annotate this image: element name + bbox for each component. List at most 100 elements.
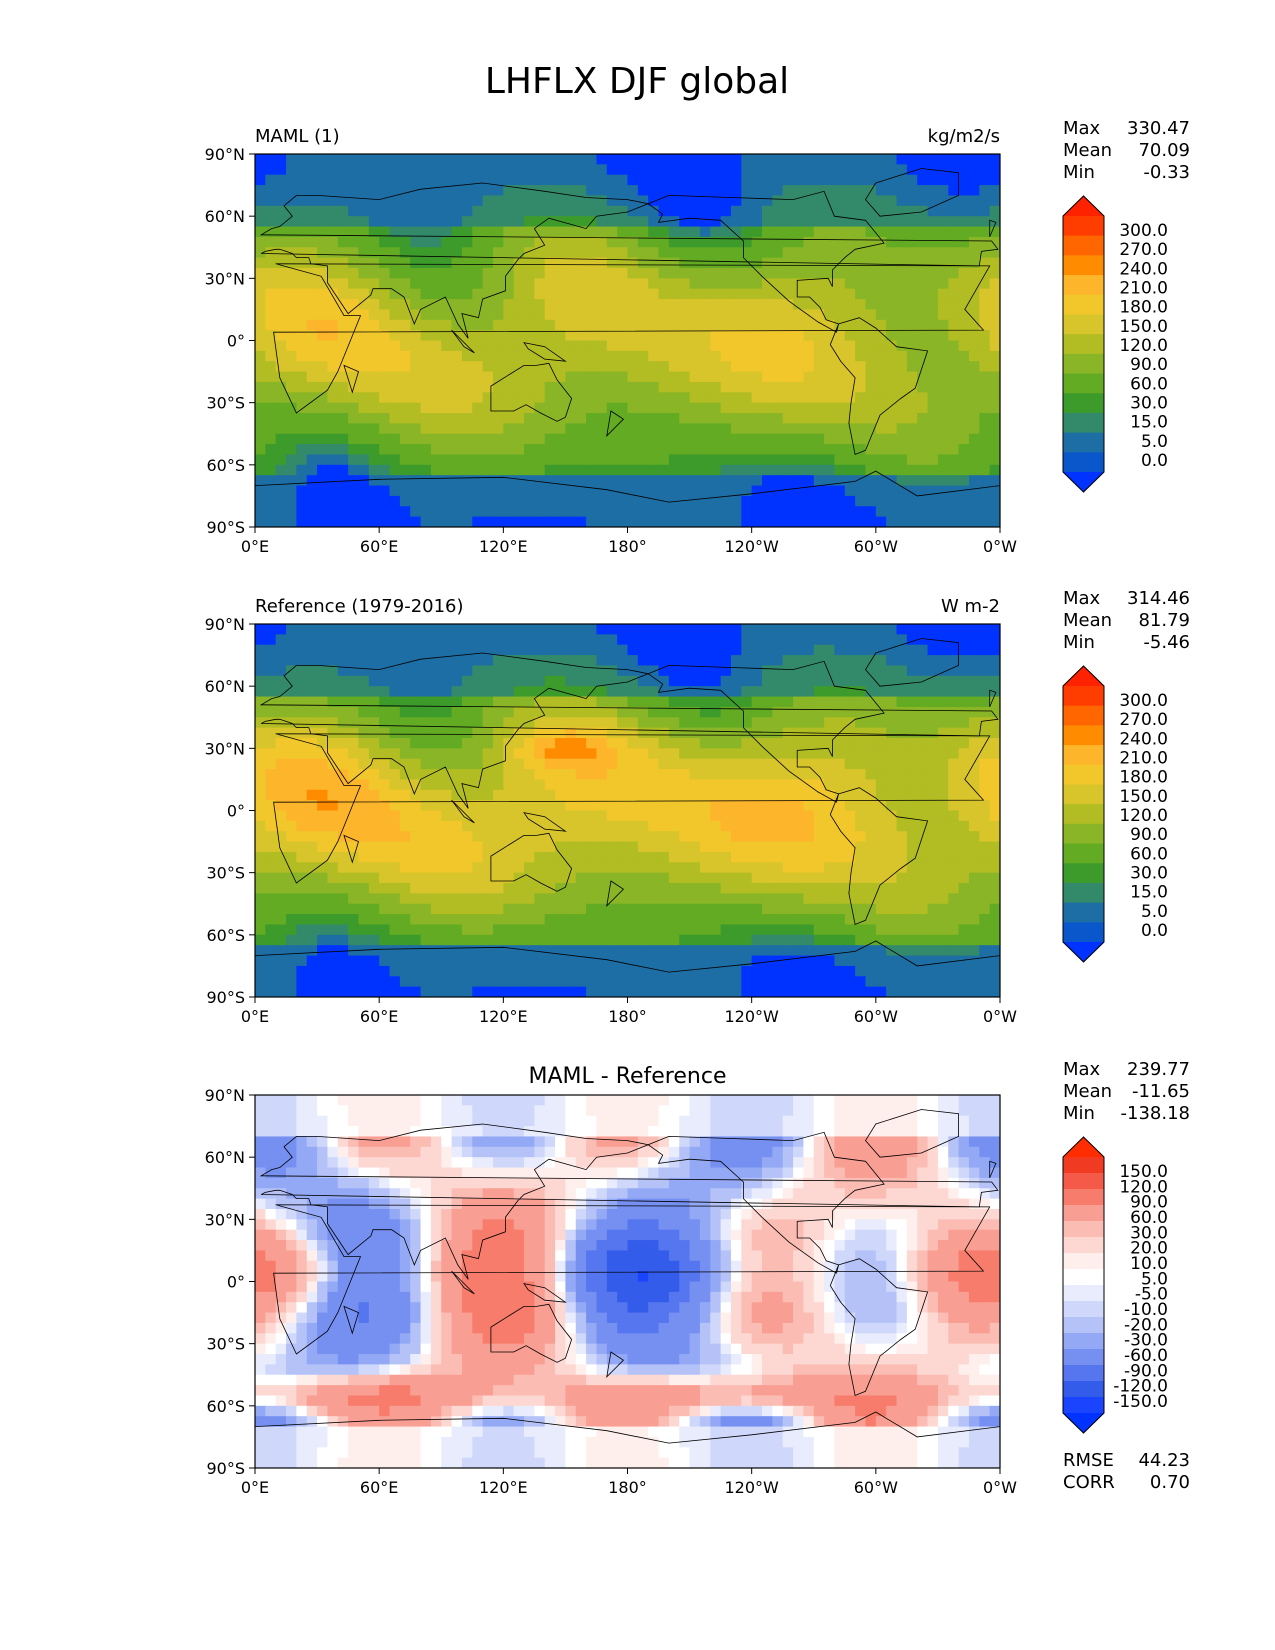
lat-tick-label: 30°N [205, 269, 245, 288]
figure-title: LHFLX DJF global [485, 61, 789, 102]
stat-value-rmse: 44.23 [1138, 1450, 1190, 1471]
colorbar-level-label: 120.0 [1119, 1177, 1168, 1197]
colorbar-segment [1063, 922, 1104, 943]
colorbar-level-label: 60.0 [1130, 1208, 1168, 1228]
colorbar-segment [1063, 902, 1104, 923]
colorbar-level-label: 15.0 [1130, 413, 1168, 433]
colorbar-segment [1063, 1253, 1104, 1270]
colorbar-segment [1063, 686, 1104, 707]
colorbar-segment [1063, 1317, 1104, 1334]
colorbar-extend-bottom [1063, 1413, 1104, 1433]
lat-tick-label: 90°N [205, 145, 245, 164]
lat-tick-label: 60°N [205, 207, 245, 226]
colorbar-level-label: 240.0 [1119, 259, 1168, 279]
colorbar-segment [1063, 1221, 1104, 1238]
lat-tick-label: 30°N [205, 739, 245, 758]
lat-tick-label: 30°S [206, 864, 245, 883]
colorbar-level-label: 120.0 [1119, 806, 1168, 826]
colorbar-segment [1063, 432, 1104, 453]
lon-tick-label: 0°E [241, 1007, 269, 1026]
lon-tick-label: 120°W [724, 1478, 779, 1497]
colorbar-level-label: 90.0 [1130, 355, 1168, 375]
lon-tick-label: 120°E [479, 1478, 528, 1497]
stat-label-rmse: RMSE [1063, 1450, 1114, 1471]
panel-title: MAML - Reference [529, 1064, 727, 1089]
colorbar-level-label: -5.0 [1135, 1285, 1168, 1305]
colorbar-segment [1063, 334, 1104, 355]
colorbar-segment [1063, 1349, 1104, 1366]
panel-units-label: kg/m2/s [928, 126, 1000, 147]
colorbar-level-label: 150.0 [1119, 317, 1168, 337]
colorbar-level-label: 5.0 [1141, 902, 1168, 922]
lon-tick-label: 0°W [983, 537, 1017, 556]
stat-value-max: 239.77 [1127, 1059, 1190, 1080]
colorbar-level-label: 150.0 [1119, 787, 1168, 807]
stat-value-mean: -11.65 [1132, 1081, 1190, 1102]
lon-tick-label: 0°W [983, 1478, 1017, 1497]
lat-tick-label: 0° [227, 332, 245, 351]
colorbar-segment [1063, 353, 1104, 375]
colorbar-outline [1062, 665, 1105, 963]
colorbar-outline [1062, 1136, 1105, 1434]
lon-tick-label: 60°E [360, 1478, 398, 1497]
stat-label-min: Min [1063, 1103, 1095, 1124]
stat-value-max: 314.46 [1127, 588, 1190, 609]
stat-value-min: -5.46 [1143, 632, 1190, 653]
panel-difference: 90°N 60°N 30°N 0° 30°S 60°S 90°S0°E 60°E 120°E 18… [205, 1059, 1190, 1497]
colorbar-level-label: 10.0 [1130, 1254, 1168, 1274]
colorbar-segment [1063, 373, 1104, 394]
lat-tick-label: 90°N [205, 615, 245, 634]
panel-reference: 90°N 60°N 30°N 0° 30°S 60°S 90°S0°E 60°E 120°E 18… [205, 588, 1190, 1026]
colorbar-level-label: 5.0 [1141, 1269, 1168, 1289]
lon-tick-label: 180° [608, 1478, 647, 1497]
colorbar-level-label: 240.0 [1119, 729, 1168, 749]
colorbar: 300.0270.0240.0210.0180.0150.0120.090.06… [1062, 195, 1168, 493]
lat-tick-label: 30°N [205, 1210, 245, 1229]
lon-tick-label: 0°E [241, 537, 269, 556]
colorbar-segment [1063, 1237, 1104, 1254]
lat-tick-label: 60°N [205, 1148, 245, 1167]
stat-value-corr: 0.70 [1150, 1472, 1190, 1493]
colorbar-extend-bottom [1063, 942, 1104, 962]
contour-field [255, 1095, 1000, 1468]
colorbar-segment [1063, 1301, 1104, 1318]
colorbar-level-label: 300.0 [1119, 221, 1168, 241]
colorbar-level-label: 30.0 [1130, 394, 1168, 414]
colorbar-segment [1063, 393, 1104, 414]
stat-value-mean: 81.79 [1138, 610, 1190, 631]
colorbar-segment [1063, 705, 1104, 726]
colorbar-segment [1063, 235, 1104, 256]
colorbar-extend-bottom [1063, 472, 1104, 492]
panel-test: 90°N 60°N 30°N 0° 30°S 60°S 90°S0°E 60°E 120°E 18… [205, 118, 1190, 556]
colorbar-level-label: 60.0 [1130, 844, 1168, 864]
colorbar-level-label: -90.0 [1124, 1361, 1168, 1381]
colorbar-extend-top [1063, 1137, 1104, 1157]
colorbar-level-label: -150.0 [1113, 1392, 1168, 1412]
colorbar-segment [1063, 882, 1104, 904]
colorbar-level-label: 5.0 [1141, 432, 1168, 452]
colorbar-segment [1063, 725, 1104, 746]
colorbar-level-label: 210.0 [1119, 279, 1168, 299]
lon-tick-label: 0°E [241, 1478, 269, 1497]
colorbar-level-label: 30.0 [1130, 864, 1168, 884]
contour-field [255, 154, 1000, 527]
colorbar-level-label: 0.0 [1141, 451, 1168, 471]
stat-value-mean: 70.09 [1138, 140, 1190, 161]
stat-label-mean: Mean [1063, 610, 1112, 631]
lon-tick-label: 120°E [479, 1007, 528, 1026]
colorbar-segment [1063, 216, 1104, 237]
colorbar-segment [1063, 784, 1104, 805]
colorbar: 300.0270.0240.0210.0180.0150.0120.090.06… [1062, 665, 1168, 963]
lat-tick-label: 0° [227, 1273, 245, 1292]
stat-value-min: -0.33 [1143, 162, 1190, 183]
colorbar-segment [1063, 764, 1104, 785]
stat-label-mean: Mean [1063, 140, 1112, 161]
coastlines [255, 168, 1000, 527]
colorbar-segment [1063, 1157, 1104, 1174]
lon-tick-label: 120°W [724, 1007, 779, 1026]
colorbar-segment [1063, 314, 1104, 335]
lat-tick-label: 30°S [206, 1335, 245, 1354]
lat-tick-label: 0° [227, 802, 245, 821]
panel-left-label: MAML (1) [255, 126, 340, 147]
colorbar-level-label: 20.0 [1130, 1239, 1168, 1259]
